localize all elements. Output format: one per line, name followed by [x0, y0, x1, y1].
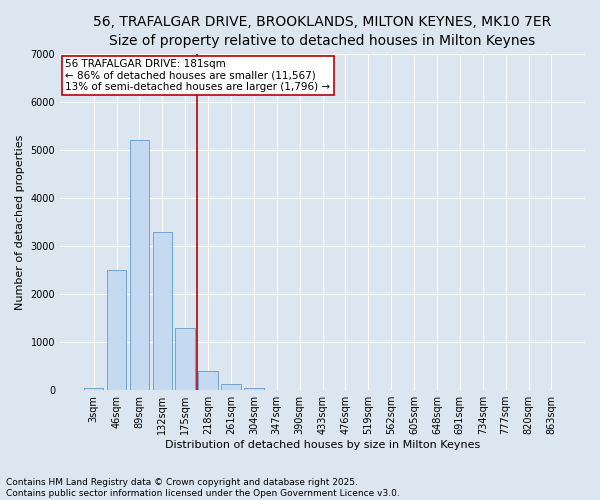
Bar: [152, 232, 172, 390]
Bar: [130, 140, 149, 390]
Title: 56, TRAFALGAR DRIVE, BROOKLANDS, MILTON KEYNES, MK10 7ER
Size of property relati: 56, TRAFALGAR DRIVE, BROOKLANDS, MILTON …: [94, 15, 551, 48]
Text: Contains HM Land Registry data © Crown copyright and database right 2025.
Contai: Contains HM Land Registry data © Crown c…: [6, 478, 400, 498]
Bar: [244, 388, 263, 390]
Text: 56 TRAFALGAR DRIVE: 181sqm
← 86% of detached houses are smaller (11,567)
13% of : 56 TRAFALGAR DRIVE: 181sqm ← 86% of deta…: [65, 59, 331, 92]
Bar: [199, 371, 218, 390]
Bar: [221, 384, 241, 390]
Bar: [84, 388, 103, 390]
X-axis label: Distribution of detached houses by size in Milton Keynes: Distribution of detached houses by size …: [165, 440, 480, 450]
Bar: [107, 270, 126, 390]
Y-axis label: Number of detached properties: Number of detached properties: [15, 134, 25, 310]
Bar: [175, 328, 195, 390]
